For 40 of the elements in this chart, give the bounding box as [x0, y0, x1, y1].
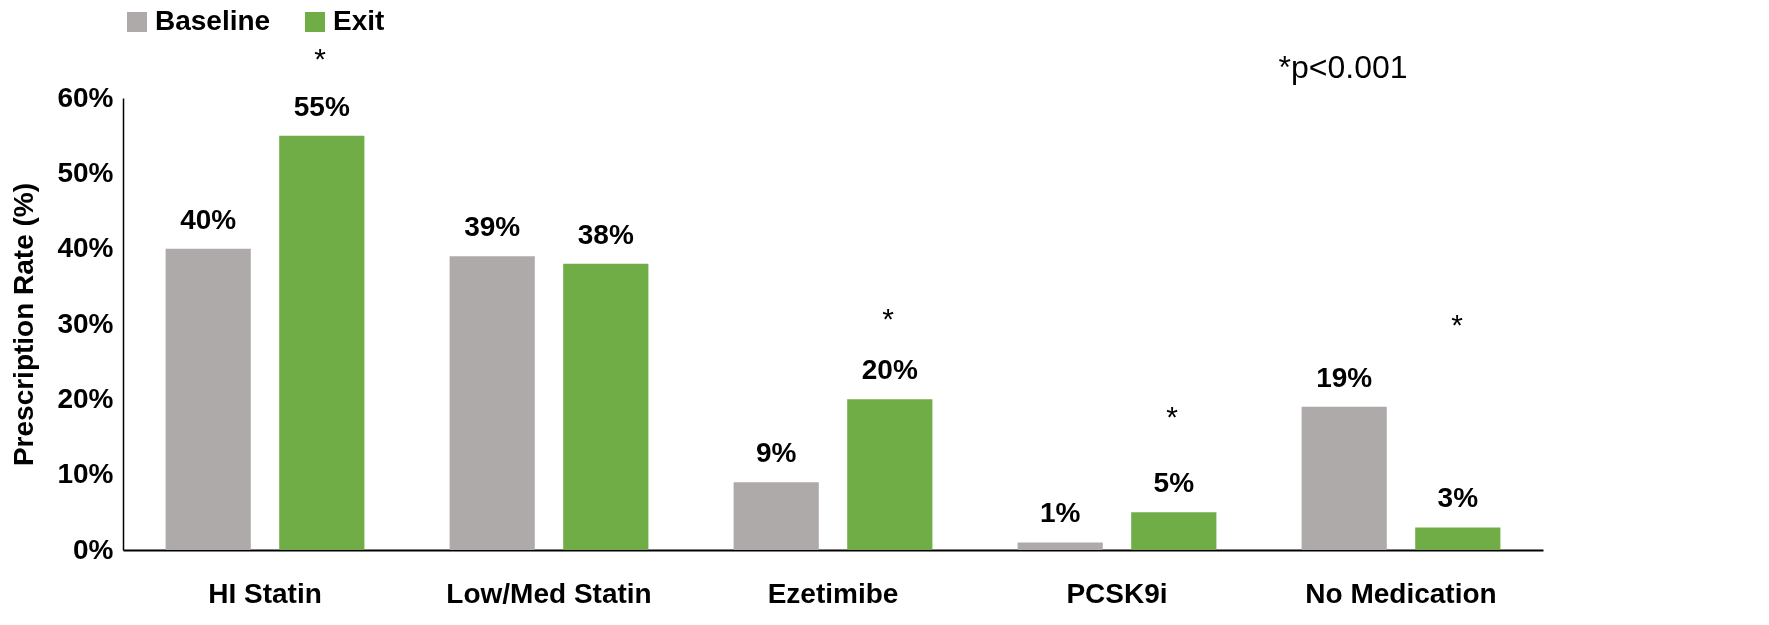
data-label: 1% — [1039, 497, 1081, 529]
bar — [279, 135, 365, 550]
bar — [1131, 512, 1217, 550]
x-tick-label: Ezetimibe — [767, 577, 899, 609]
y-tick-label: 50% — [57, 156, 114, 188]
bar — [1415, 527, 1501, 550]
legend-label: Exit — [333, 5, 385, 36]
x-tick-label: HI Statin — [208, 577, 322, 609]
bar — [563, 263, 649, 550]
y-tick-label: 20% — [57, 382, 114, 414]
text: * — [314, 42, 327, 75]
data-label: 40% — [180, 203, 237, 235]
x-tick-label: No Medication — [1305, 577, 1497, 609]
y-tick-label: 10% — [57, 458, 114, 490]
data-label: 3% — [1437, 482, 1479, 514]
annotation: * — [882, 302, 895, 335]
x-tick-label: Low/Med Statin — [446, 577, 652, 609]
annotation: * — [1451, 308, 1464, 341]
x-tick-label: PCSK9i — [1066, 577, 1168, 609]
data-label: 20% — [861, 354, 918, 386]
legend-label: Baseline — [155, 5, 271, 36]
y-axis-title: Prescription Rate (%) — [8, 182, 40, 467]
data-label: 39% — [464, 211, 521, 243]
bar — [847, 399, 933, 550]
bar — [1301, 406, 1387, 550]
data-label: 55% — [293, 90, 350, 122]
y-tick-label: 30% — [57, 307, 114, 339]
data-label: 5% — [1153, 467, 1195, 499]
y-tick-label: 40% — [57, 232, 114, 264]
text: *p<0.001 — [1278, 49, 1408, 85]
data-label: 19% — [1316, 361, 1373, 393]
bar — [1017, 542, 1103, 550]
y-tick-label: 60% — [57, 81, 114, 113]
annotation: * — [1166, 400, 1179, 433]
bar — [165, 248, 251, 550]
bar — [733, 482, 819, 550]
bar — [449, 256, 535, 550]
data-label: 38% — [577, 218, 634, 250]
y-tick-label: 0% — [73, 533, 114, 565]
data-label: 9% — [755, 437, 797, 469]
